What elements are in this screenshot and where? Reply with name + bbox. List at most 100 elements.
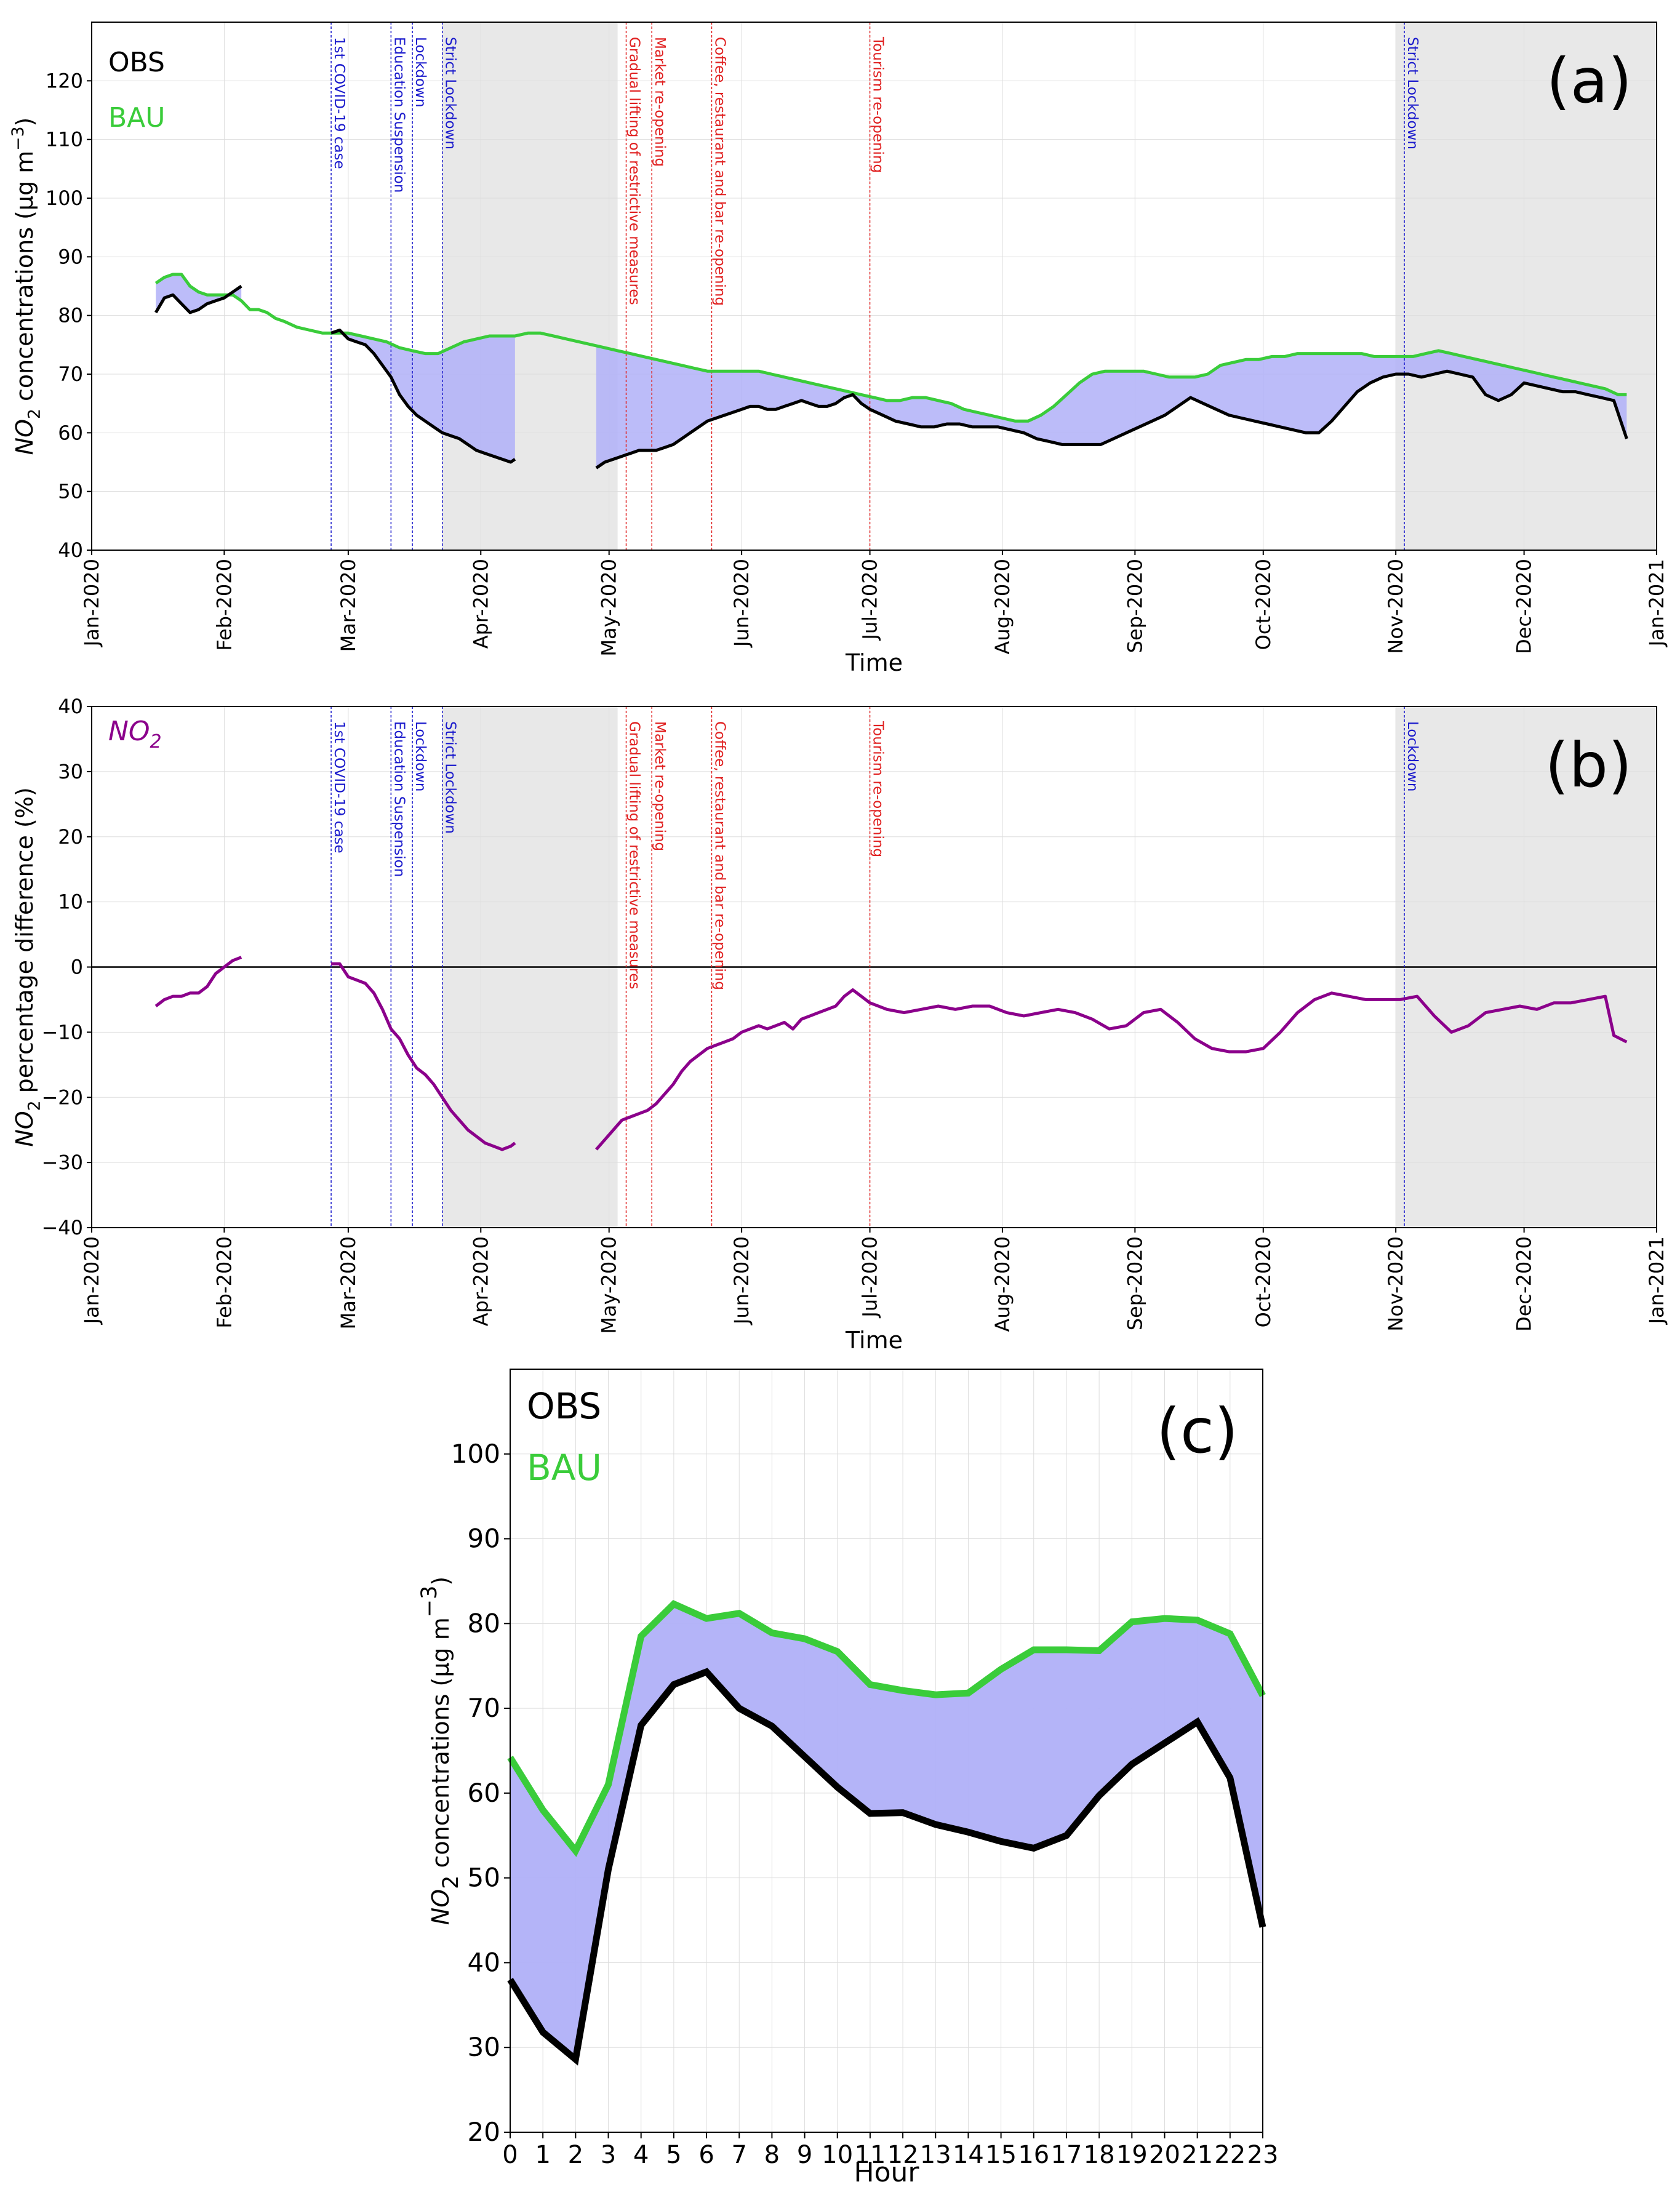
x-tick-label: 17	[1051, 2141, 1082, 2169]
legend-no2-main: NO	[108, 716, 150, 747]
y-label-end: )	[427, 1577, 454, 1586]
event-label-3: Strict Lockdown	[442, 37, 458, 150]
panel-a: 1st COVID-19 case Education Suspension Loc…	[9, 22, 1668, 676]
series-line-obs	[154, 284, 242, 314]
y-tick-label: −40	[41, 1216, 83, 1239]
event-label-5: Market re-opening	[652, 721, 668, 851]
x-axis-label: Time	[845, 1327, 903, 1354]
x-tick-label: Jan-2021	[1645, 559, 1668, 647]
x-tick-label: 15	[985, 2141, 1017, 2169]
x-axis-label: Hour	[854, 2157, 920, 2187]
y-tick-label: 20	[58, 825, 83, 849]
shaded-period	[442, 22, 618, 550]
panel-label: (c)	[1156, 1395, 1238, 1467]
series-line-obs	[330, 329, 516, 464]
event-label-6: Coffee, restaurant and bar re-opening	[711, 721, 727, 990]
event-label-7: Tourism re-opening	[870, 36, 886, 173]
x-tick-label: 7	[731, 2141, 746, 2169]
x-tick-label: 18	[1084, 2141, 1115, 2169]
y-tick-label: −20	[41, 1086, 83, 1109]
y-tick-label: 90	[58, 245, 83, 268]
x-tick-label: Jun-2020	[730, 1236, 753, 1325]
y-label-main: NO	[427, 1889, 454, 1925]
y-label-rest: percentage difference (%)	[11, 787, 38, 1100]
series-line-bau	[154, 273, 1627, 423]
x-tick-label: 16	[1018, 2141, 1049, 2169]
series-line-no2	[331, 962, 516, 1151]
x-axis-label: Time	[845, 649, 903, 676]
event-label-6: Coffee, restaurant and bar re-opening	[711, 37, 727, 306]
y-tick-label: 0	[71, 956, 83, 979]
difference-fill	[331, 330, 515, 462]
y-tick-label: 20	[468, 2117, 500, 2147]
y-tick-label: −10	[41, 1020, 83, 1044]
x-tick-label: 9	[797, 2141, 812, 2169]
y-tick-label: 110	[46, 128, 83, 151]
x-tick-label: Oct-2020	[1252, 1236, 1275, 1327]
x-tick-label: 12	[887, 2141, 919, 2169]
y-label-sub: 2	[439, 1876, 463, 1889]
y-tick-label: 50	[468, 1863, 500, 1893]
axes-frame	[510, 1369, 1263, 2133]
event-label-8: Strict Lockdown	[1404, 37, 1420, 150]
x-tick-label: Aug-2020	[991, 559, 1014, 654]
y-tick-label: 70	[58, 362, 83, 386]
x-tick-label: Dec-2020	[1513, 559, 1536, 654]
y-label-sup: −3	[9, 127, 28, 151]
x-tick-label: Oct-2020	[1252, 559, 1275, 650]
x-tick-label: Jun-2020	[730, 559, 753, 648]
x-tick-label: 8	[764, 2141, 780, 2169]
y-tick-label: 40	[58, 695, 83, 718]
series-line-no2	[595, 988, 1628, 1151]
x-tick-label: 21	[1182, 2141, 1213, 2169]
event-label-4: Gradual lifting of restrictive measures	[626, 721, 642, 990]
x-tick-label: 20	[1149, 2141, 1180, 2169]
x-tick-label: Aug-2020	[991, 1236, 1014, 1332]
axes-frame	[91, 22, 1657, 551]
x-tick-label: Nov-2020	[1384, 559, 1407, 654]
x-tick-label: 23	[1247, 2141, 1279, 2169]
difference-fill	[510, 1604, 1263, 2060]
event-label-1: Education Suspension	[391, 37, 407, 193]
y-tick-label: 100	[451, 1439, 500, 1469]
x-tick-label: Apr-2020	[469, 559, 492, 649]
legend-bau: BAU	[527, 1447, 602, 1489]
y-label-rest: concentrations (μg m	[11, 151, 38, 409]
x-tick-label: 1	[535, 2141, 550, 2169]
event-label-1: Education Suspension	[391, 721, 407, 877]
panel-b: 1st COVID-19 case Education Suspension Loc…	[11, 695, 1668, 1354]
x-tick-label: 22	[1214, 2141, 1246, 2169]
x-tick-label: 10	[822, 2141, 853, 2169]
y-tick-label: 80	[468, 1608, 500, 1638]
x-tick-label: Dec-2020	[1513, 1236, 1536, 1332]
series-line-obs	[507, 1668, 1266, 2066]
y-tick-label: 70	[468, 1693, 500, 1723]
event-label-4: Gradual lifting of restrictive measures	[626, 37, 642, 305]
x-tick-label: Jul-2020	[858, 1236, 882, 1319]
x-tick-label: 5	[666, 2141, 681, 2169]
y-axis-label: NO2 concentrations (μg m−3)	[9, 118, 44, 455]
y-tick-label: 40	[58, 538, 83, 562]
y-label-main: NO	[11, 1111, 38, 1146]
x-tick-label: Jan-2021	[1645, 1236, 1668, 1325]
y-tick-label: 90	[468, 1524, 500, 1554]
y-tick-label: 40	[468, 1947, 500, 1977]
event-label-0: 1st COVID-19 case	[331, 37, 347, 169]
difference-fill	[596, 345, 1627, 468]
x-tick-label: 19	[1116, 2141, 1148, 2169]
x-tick-label: Apr-2020	[469, 1236, 492, 1326]
y-tick-label: −30	[41, 1151, 83, 1174]
event-label-0: 1st COVID-19 case	[331, 721, 347, 854]
y-tick-label: 80	[58, 304, 83, 327]
x-tick-label: Jan-2020	[80, 1236, 103, 1325]
legend-obs: OBS	[108, 47, 165, 78]
series-line-bau	[507, 1600, 1266, 1857]
event-label-8: Lockdown	[1404, 721, 1420, 792]
panel-label: (b)	[1545, 729, 1632, 801]
x-tick-label: 11	[854, 2141, 886, 2169]
x-tick-label: 14	[953, 2141, 984, 2169]
event-label-2: Lockdown	[412, 721, 428, 792]
x-tick-label: 0	[502, 2141, 518, 2169]
legend-no2-sub: 2	[150, 731, 162, 753]
